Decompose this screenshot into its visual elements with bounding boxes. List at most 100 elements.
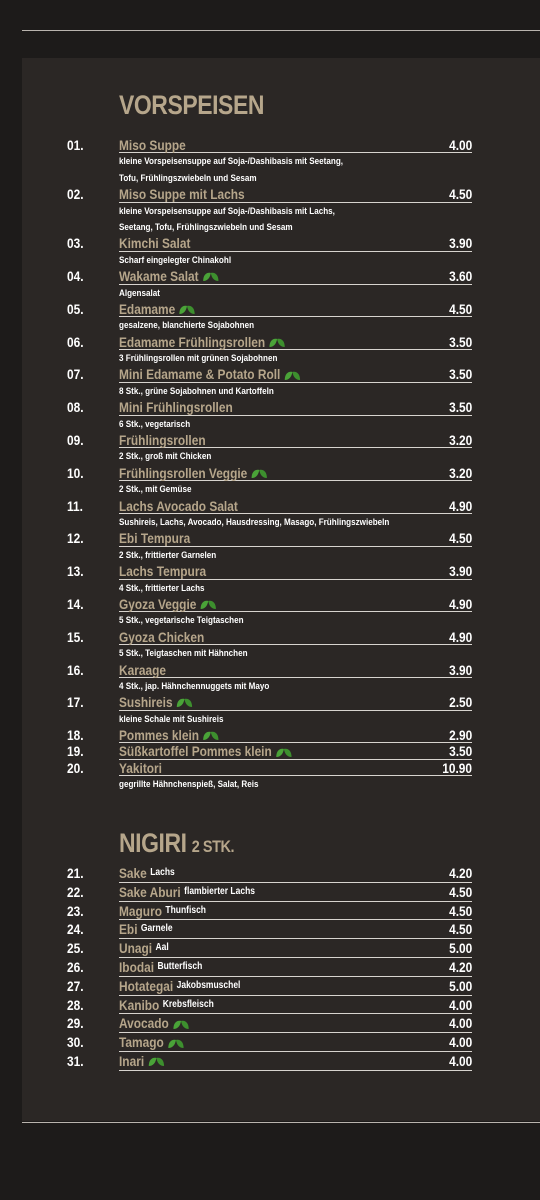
menu-item: 23. Maguro Thunfisch 4.50 [0,902,540,921]
item-number: 15. [67,628,84,645]
item-description: Seetang, Tofu, Frühlingszwiebeln und Ses… [119,221,293,232]
item-name-group: Sake Lachs [119,864,175,883]
menu-item: 15. Gyoza Chicken 4.90 5 Stk., Teigtaschen … [0,629,540,662]
item-name-group: Ibodai Butterfisch [119,958,202,977]
item-row: 10. Frühlingsrollen Veggie 3.20 [0,464,540,482]
item-note: Aal [155,942,169,954]
menu-item: 20. Yakitori 10.90 gegrillte Hähnchenspieß,… [0,760,540,793]
veggie-icon [284,371,300,380]
item-list: 21. Sake Lachs 4.20 22. Sake Aburi flambierter… [0,864,540,1071]
item-number: 13. [67,563,84,580]
item-name-group: Sushireis [119,694,193,710]
item-number: 07. [67,366,84,383]
item-number: 28. [67,996,84,1013]
item-price: 4.00 [448,137,472,153]
menu-item: 31. Inari 4.00 [0,1052,540,1071]
item-price: 3.20 [448,432,472,449]
item-price: 3.50 [448,366,472,383]
section-heading: VORSPEISEN [119,90,264,121]
item-number: 22. [67,883,84,900]
item-description: 3 Frühlingsrollen mit grünen Sojabohnen [119,353,278,364]
item-line: Süßkartoffel Pommes klein 3.50 [119,743,472,760]
item-row: 01. Miso Suppe 4.00 [0,137,540,154]
menu-panel [22,58,540,1121]
item-name: Maguro [119,902,162,919]
item-name: Sake Aburi [119,883,181,900]
item-name: Frühlingsrollen [119,432,206,449]
item-note: Lachs [150,867,175,878]
item-row: 03. Kimchi Salat 3.90 [0,235,540,252]
item-line: Avocado 4.00 [119,1014,472,1034]
item-row: 30. Tamago 4.00 [0,1033,540,1052]
item-note: Jakobsmuschel [176,979,241,991]
menu-item: 14. Gyoza Veggie 4.90 5 Stk., vegetarische … [0,596,540,629]
item-name: Mini Frühlingsrollen [119,399,233,416]
item-row: 09. Frühlingsrollen 3.20 [0,432,540,449]
section-subtitle: 2 STK. [191,837,235,856]
item-row: 12. Ebi Tempura 4.50 [0,530,540,547]
item-price: 4.20 [448,958,472,975]
item-name: Süßkartoffel Pommes klein [119,743,272,760]
item-row: 31. Inari 4.00 [0,1052,540,1071]
item-price: 4.50 [448,902,472,919]
item-name: Ibodai [119,958,155,975]
item-line: Lachs Avocado Salat 4.90 [119,498,472,514]
item-name: Sushireis [119,694,173,711]
item-name-group: Inari [119,1052,165,1071]
item-note: flambierter Lachs [184,885,255,897]
veggie-icon [276,748,292,757]
menu-item: 09. Frühlingsrollen 3.20 2 Stk., groß mit C… [0,432,540,465]
item-name-group: Gyoza Chicken [119,629,204,645]
item-row: 17. Sushireis 2.50 [0,694,540,711]
item-name: Lachs Avocado Salat [119,497,238,514]
item-number: 18. [67,727,84,744]
item-line: Ibodai Butterfisch 4.20 [119,958,472,977]
item-description: Scharf eingelegter Chinakohl [119,254,232,265]
item-description: 2 Stk., groß mit Chicken [119,451,212,462]
item-row: 04. Wakame Salat 3.60 [0,268,540,285]
item-name: Kimchi Salat [119,235,191,252]
item-price: 3.50 [448,333,472,350]
item-description: 4 Stk., jap. Hähnchennuggets mit Mayo [119,680,270,691]
item-row: 06. Edamame Frühlingsrollen 3.50 [0,333,540,351]
item-name: Miso Suppe mit Lachs [119,186,245,203]
item-line: Hotategai Jakobsmuschel 5.00 [119,977,472,996]
item-description: 5 Stk., Teigtaschen mit Hähnchen [119,648,248,659]
menu-item: 28. Kanibo Krebsfleisch 4.00 [0,996,540,1015]
item-number: 01. [67,137,84,153]
item-line: Gyoza Veggie 4.90 [119,596,472,613]
menu-item: 22. Sake Aburi flambierter Lachs 4.50 [0,883,540,902]
menu-item: 30. Tamago 4.00 [0,1033,540,1052]
item-name: Frühlingsrollen Veggie [119,464,248,481]
item-name-group: Pommes klein [119,727,219,743]
veggie-icon [148,1058,164,1067]
item-row: 27. Hotategai Jakobsmuschel 5.00 [0,977,540,996]
item-name-group: Mini Frühlingsrollen [119,399,233,415]
item-name: Yakitori [119,759,163,776]
item-name: Tamago [119,1034,164,1051]
menu-item: 01. Miso Suppe 4.00 kleine Vorspeisensuppe … [0,137,540,186]
item-number: 10. [67,464,84,481]
item-line: Frühlingsrollen Veggie 3.20 [119,464,472,482]
item-name: Ebi [119,921,138,938]
item-name-group: Wakame Salat [119,268,219,284]
item-line: Sake Aburi flambierter Lachs 4.50 [119,883,472,902]
menu-item: 08. Mini Frühlingsrollen 3.50 6 Stk., veget… [0,399,540,432]
item-row: 22. Sake Aburi flambierter Lachs 4.50 [0,883,540,902]
item-number: 03. [67,235,84,252]
menu-item: 19. Süßkartoffel Pommes klein 3.50 [0,743,540,760]
item-price: 4.00 [448,996,472,1013]
item-row: 13. Lachs Tempura 3.90 [0,563,540,580]
item-price: 4.50 [448,300,472,317]
item-line: Maguro Thunfisch 4.50 [119,902,472,921]
item-name-group: Süßkartoffel Pommes klein [119,743,292,759]
item-row: 16. Karaage 3.90 [0,662,540,678]
item-name: Gyoza Veggie [119,595,197,612]
item-price: 4.90 [448,497,472,514]
item-name-group: Gyoza Veggie [119,596,217,612]
item-description: Tofu, Frühlingszwiebeln und Sesam [119,172,257,183]
item-note: Butterfisch [157,960,203,972]
item-line: Inari 4.00 [119,1052,472,1071]
menu-item: 04. Wakame Salat 3.60 Algensalat [0,268,540,301]
